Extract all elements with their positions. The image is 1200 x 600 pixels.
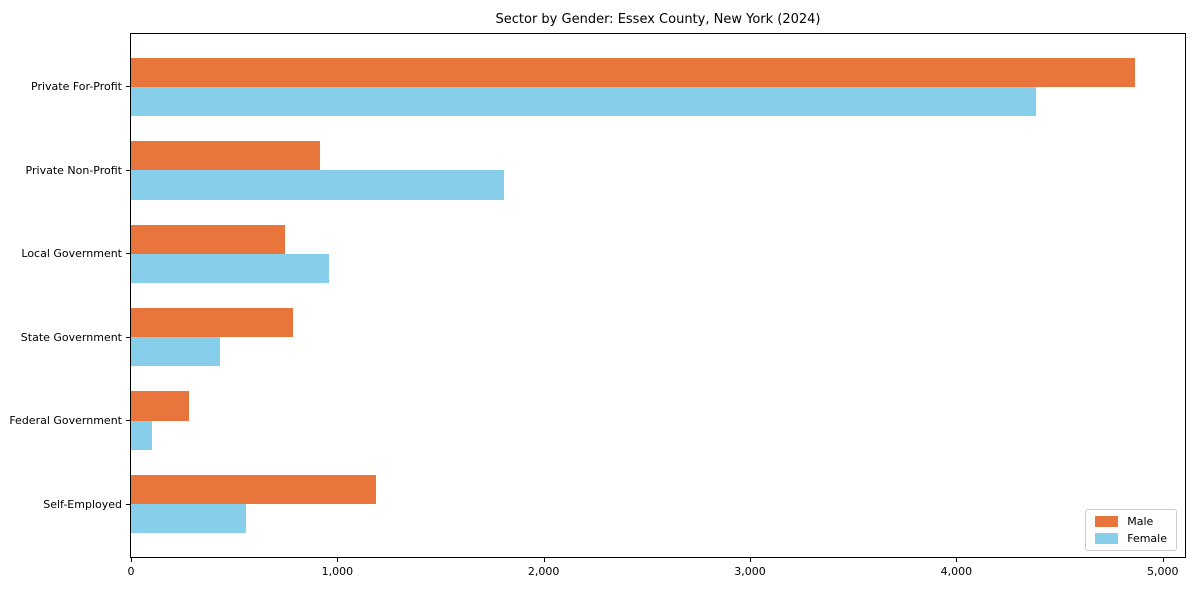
legend-swatch-female xyxy=(1095,533,1119,544)
legend-entry-female: Female xyxy=(1095,533,1167,544)
bar-female-self-employed xyxy=(131,504,246,534)
y-tick-label-self-employed: Self-Employed xyxy=(43,497,122,511)
x-tick-label-2000: 2,000 xyxy=(527,565,560,578)
y-tick-state-government xyxy=(126,336,130,338)
bar-male-federal-government xyxy=(131,391,189,421)
bar-female-state-government xyxy=(131,337,220,367)
y-tick-private-non-profit xyxy=(126,169,130,171)
x-tick-4000 xyxy=(956,558,958,562)
bar-male-self-employed xyxy=(131,474,376,505)
chart-title: Sector by Gender: Essex County, New York… xyxy=(495,12,821,27)
y-tick-label-private-for-profit: Private For-Profit xyxy=(31,80,122,94)
bar-male-local-government xyxy=(131,224,285,254)
y-tick-label-local-government: Local Government xyxy=(21,247,122,261)
legend-label-male: Male xyxy=(1127,515,1154,528)
y-tick-label-federal-government: Federal Government xyxy=(9,414,122,428)
x-tick-label-3000: 3,000 xyxy=(734,565,766,578)
bar-male-private-for-profit xyxy=(131,57,1135,87)
x-tick-1000 xyxy=(337,558,339,562)
x-tick-label-0: 0 xyxy=(127,565,135,578)
x-tick-0 xyxy=(131,558,132,562)
bar-male-private-non-profit xyxy=(131,141,320,171)
bar-female-private-for-profit xyxy=(131,86,1036,117)
bar-male-state-government xyxy=(131,308,293,338)
y-tick-label-state-government: State Government xyxy=(20,330,122,344)
bar-female-federal-government xyxy=(131,420,152,450)
legend-swatch-male xyxy=(1095,516,1119,527)
plot-area: Male Female xyxy=(130,33,1186,558)
y-tick-label-private-non-profit: Private Non-Profit xyxy=(25,163,122,177)
legend-label-female: Female xyxy=(1127,532,1167,545)
legend-entry-male: Male xyxy=(1095,516,1167,527)
x-tick-5000 xyxy=(1162,558,1164,562)
x-tick-label-5000: 5,000 xyxy=(1146,565,1179,578)
x-tick-label-4000: 4,000 xyxy=(940,565,973,578)
legend: Male Female xyxy=(1085,509,1177,551)
bar-female-local-government xyxy=(131,253,330,283)
x-tick-3000 xyxy=(750,558,752,562)
y-tick-private-for-profit xyxy=(126,86,130,88)
x-tick-2000 xyxy=(543,558,545,562)
x-tick-label-1000: 1,000 xyxy=(321,565,354,578)
y-tick-self-employed xyxy=(126,503,130,505)
bar-female-private-non-profit xyxy=(131,170,505,200)
y-tick-federal-government xyxy=(126,420,130,422)
y-tick-local-government xyxy=(126,253,130,255)
